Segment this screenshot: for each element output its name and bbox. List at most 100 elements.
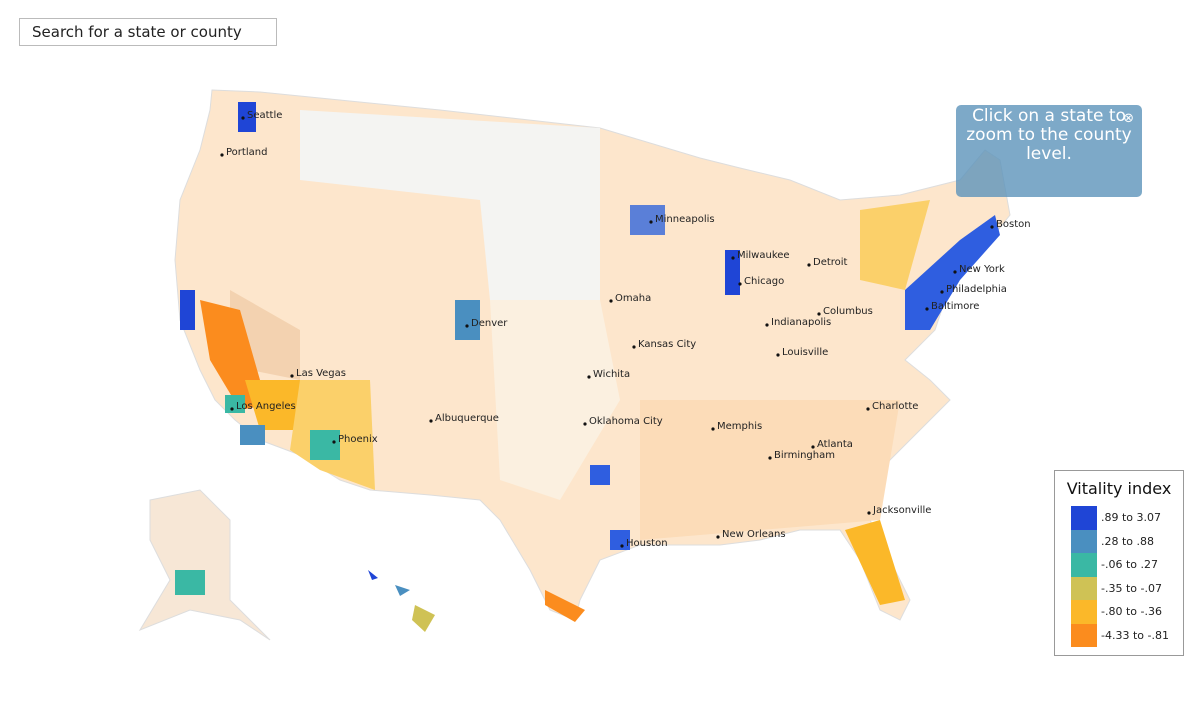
city-dot xyxy=(716,535,720,539)
region xyxy=(725,250,740,295)
city-dot xyxy=(738,282,742,286)
city-label: Oklahoma City xyxy=(589,416,663,427)
city-label: Baltimore xyxy=(931,301,979,312)
region xyxy=(630,205,665,235)
city-dot xyxy=(230,407,234,411)
city-label: Detroit xyxy=(813,257,848,268)
city-label: Louisville xyxy=(782,347,828,358)
hint-text: Click on a state to zoom to the county l… xyxy=(966,106,1132,164)
region xyxy=(590,465,610,485)
city-label: Denver xyxy=(471,318,508,329)
hawaii[interactable] xyxy=(412,605,435,632)
city-dot xyxy=(953,270,957,274)
city-label: Kansas City xyxy=(638,339,696,350)
region xyxy=(225,395,245,413)
legend-title: Vitality index xyxy=(1066,479,1172,498)
region xyxy=(860,200,930,290)
region xyxy=(640,400,900,540)
us-map xyxy=(138,89,1011,641)
city-dot xyxy=(649,220,653,224)
city-label: Jacksonville xyxy=(872,505,931,516)
legend-label: -4.33 to -.81 xyxy=(1101,628,1169,642)
region xyxy=(905,215,1000,330)
city-labels: Seattle Portland Minneapolis Milwaukee Detro… xyxy=(220,110,1031,549)
city-label: New York xyxy=(959,264,1005,275)
city-label: Milwaukee xyxy=(737,250,790,261)
city-dot xyxy=(817,312,821,316)
alaska[interactable] xyxy=(138,489,271,641)
city-dot xyxy=(867,511,871,515)
region xyxy=(845,520,905,605)
legend-item: -.80 to -.36 xyxy=(1071,600,1183,624)
city-label: Phoenix xyxy=(338,434,378,445)
legend-item: -.06 to .27 xyxy=(1071,553,1183,577)
city-label: Seattle xyxy=(247,110,282,121)
city-dot xyxy=(866,407,870,411)
city-label: Atlanta xyxy=(817,439,853,450)
city-dot xyxy=(241,116,245,120)
city-label: New Orleans xyxy=(722,529,786,540)
city-dot xyxy=(290,374,294,378)
city-dot xyxy=(587,375,591,379)
legend-swatch xyxy=(1071,576,1097,600)
city-label: Houston xyxy=(626,538,668,549)
city-label: Columbus xyxy=(823,306,873,317)
legend-swatch xyxy=(1071,553,1097,577)
legend-label: -.80 to -.36 xyxy=(1101,605,1162,619)
search-box[interactable]: Search for a state or county xyxy=(19,18,277,46)
city-dot xyxy=(925,307,929,311)
close-button[interactable]: ⊗ xyxy=(1123,111,1134,126)
legend-item: .28 to .88 xyxy=(1071,529,1183,553)
legend-item: .89 to 3.07 xyxy=(1071,506,1183,530)
city-dot xyxy=(632,345,636,349)
city-label: Portland xyxy=(226,147,267,158)
city-dot xyxy=(429,419,433,423)
hawaii[interactable] xyxy=(395,585,410,596)
city-label: Las Vegas xyxy=(296,368,346,379)
legend-label: -.35 to -.07 xyxy=(1101,581,1162,595)
legend-items: .89 to 3.07 .28 to .88 -.06 to .27 -.35 to … xyxy=(1055,506,1183,647)
legend-swatch xyxy=(1071,529,1097,553)
city-label: Albuquerque xyxy=(435,413,499,424)
hint-box: Click on a state to zoom to the county l… xyxy=(956,105,1142,197)
city-dot xyxy=(620,544,624,548)
legend-label: .28 to .88 xyxy=(1101,534,1155,548)
city-dot xyxy=(220,153,224,157)
city-dot xyxy=(765,323,769,327)
city-dot xyxy=(609,299,613,303)
city-label: Boston xyxy=(996,219,1031,230)
legend-swatch xyxy=(1071,600,1097,624)
city-dot xyxy=(811,445,815,449)
legend-item: -4.33 to -.81 xyxy=(1071,623,1183,647)
region xyxy=(175,570,205,595)
city-dot xyxy=(711,427,715,431)
city-label: Charlotte xyxy=(872,401,918,412)
city-label: Birmingham xyxy=(774,450,835,461)
region xyxy=(200,300,290,410)
region xyxy=(238,102,256,132)
legend-label: .89 to 3.07 xyxy=(1101,511,1162,525)
city-label: Minneapolis xyxy=(655,214,715,225)
city-label: Los Angeles xyxy=(236,401,296,412)
city-dot xyxy=(465,324,469,328)
city-label: Omaha xyxy=(615,293,651,304)
legend-swatch xyxy=(1071,623,1097,647)
city-label: Chicago xyxy=(744,276,784,287)
legend: Vitality index .89 to 3.07 .28 to .88 -.06… xyxy=(1054,470,1184,656)
city-label: Wichita xyxy=(593,369,630,380)
hawaii[interactable] xyxy=(368,570,378,580)
legend-swatch xyxy=(1071,506,1097,530)
city-dot xyxy=(807,263,811,267)
region xyxy=(240,425,265,445)
city-label: Indianapolis xyxy=(771,317,831,328)
city-dot xyxy=(940,290,944,294)
plains xyxy=(490,300,620,500)
region xyxy=(245,380,300,430)
city-dot xyxy=(583,422,587,426)
region xyxy=(310,430,340,460)
region xyxy=(545,590,585,622)
city-label: Philadelphia xyxy=(946,284,1007,295)
city-dot xyxy=(768,456,772,460)
legend-label: -.06 to .27 xyxy=(1101,558,1158,572)
